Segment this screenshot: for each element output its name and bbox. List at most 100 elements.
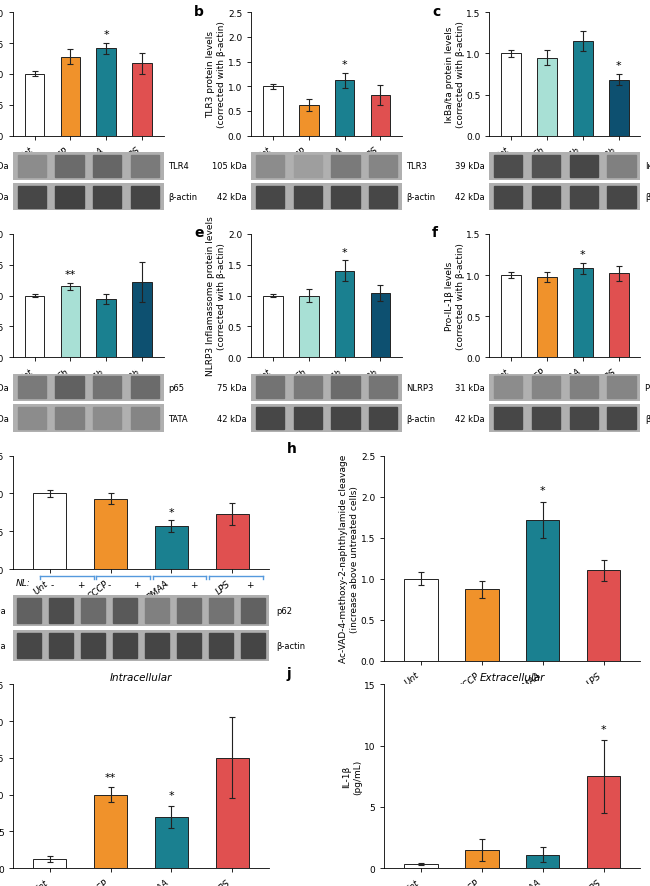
Bar (587, 571, 621, 661)
Bar (532, 156, 560, 177)
Bar (177, 598, 201, 623)
Bar (131, 156, 159, 177)
Bar (209, 633, 233, 658)
Bar (609, 81, 629, 136)
Text: e: e (194, 226, 203, 240)
Bar (60, 58, 81, 136)
Text: 42 kDa: 42 kDa (217, 193, 247, 202)
Bar (96, 49, 116, 136)
Bar (299, 106, 318, 136)
Text: +: + (133, 580, 141, 589)
Bar (93, 156, 122, 177)
Y-axis label: Ac-VAD-4-methoxy-2-naphthylamide cleavage
(increase above untreated cells): Ac-VAD-4-methoxy-2-naphthylamide cleavag… (339, 455, 359, 663)
Bar (256, 156, 284, 177)
Bar (25, 75, 44, 136)
Bar (241, 633, 265, 658)
Text: β-actin: β-actin (168, 193, 198, 202)
Bar (335, 272, 354, 358)
Bar (55, 408, 84, 430)
Bar (465, 590, 499, 661)
Bar (18, 156, 46, 177)
Bar (569, 377, 598, 399)
Bar (294, 186, 322, 208)
Bar (18, 408, 46, 430)
Bar (299, 296, 318, 358)
Bar (573, 269, 593, 358)
Bar (294, 408, 322, 430)
Bar (17, 598, 41, 623)
Bar (607, 408, 636, 430)
Text: β-actin: β-actin (277, 641, 306, 650)
Bar (332, 408, 359, 430)
Bar (155, 526, 188, 570)
Text: *: * (103, 30, 109, 40)
Text: 75 kDa: 75 kDa (217, 384, 247, 392)
Text: 39 kDa: 39 kDa (455, 162, 485, 171)
Bar (332, 186, 359, 208)
Text: h: h (287, 442, 297, 455)
Text: -: - (107, 580, 110, 589)
Bar (526, 520, 560, 661)
Text: **: ** (65, 269, 76, 280)
Bar (94, 499, 127, 570)
Bar (93, 186, 122, 208)
Bar (256, 186, 284, 208)
Bar (256, 377, 284, 399)
Text: f: f (432, 226, 438, 240)
Bar (494, 186, 523, 208)
Bar (573, 42, 593, 136)
Text: *: * (342, 60, 347, 70)
Bar (93, 408, 122, 430)
Text: TLR3: TLR3 (406, 162, 428, 171)
Y-axis label: IL-1β
(pg/mL): IL-1β (pg/mL) (342, 758, 362, 794)
Text: +: + (77, 580, 84, 589)
Text: 42 kDa: 42 kDa (455, 193, 485, 202)
Title: Intracellular: Intracellular (110, 672, 172, 682)
Bar (60, 287, 81, 358)
Text: β-actin: β-actin (406, 415, 436, 424)
Bar (607, 156, 636, 177)
Bar (537, 58, 557, 136)
Text: 42 kDa: 42 kDa (0, 641, 5, 650)
Text: p62: p62 (277, 606, 292, 615)
Bar (465, 850, 499, 868)
Bar (335, 82, 354, 136)
Bar (607, 186, 636, 208)
Bar (18, 377, 46, 399)
Bar (369, 377, 397, 399)
Text: *: * (601, 724, 606, 734)
Bar (32, 859, 66, 868)
Text: -: - (164, 580, 167, 589)
Bar (532, 408, 560, 430)
Bar (609, 274, 629, 358)
Bar (501, 54, 521, 136)
Bar (133, 65, 152, 136)
Bar (526, 855, 560, 868)
Bar (25, 296, 44, 358)
Text: NL:: NL: (16, 578, 31, 587)
Bar (256, 408, 284, 430)
Bar (209, 598, 233, 623)
Text: 42 kDa: 42 kDa (217, 415, 247, 424)
Bar (294, 156, 322, 177)
Text: c: c (432, 4, 441, 19)
Bar (369, 156, 397, 177)
Bar (131, 186, 159, 208)
Text: IκBa: IκBa (645, 162, 650, 171)
Title: Extracellular: Extracellular (480, 672, 545, 682)
Bar (94, 795, 127, 868)
Bar (369, 408, 397, 430)
Bar (81, 598, 105, 623)
Y-axis label: IκBa/ta protein levels
(corrected with β-actin): IκBa/ta protein levels (corrected with β… (445, 21, 465, 128)
Text: *: * (342, 247, 347, 258)
Bar (145, 598, 169, 623)
Bar (133, 283, 152, 358)
Bar (404, 864, 437, 868)
Bar (569, 186, 598, 208)
Text: TLR4: TLR4 (168, 162, 189, 171)
Bar (263, 87, 283, 136)
Y-axis label: NLRP3 Inflamassome protein levels
(corrected with β-actin): NLRP3 Inflamassome protein levels (corre… (206, 216, 226, 376)
Text: 95 kDa: 95 kDa (0, 162, 8, 171)
Text: 42 kDa: 42 kDa (0, 193, 8, 202)
Bar (96, 299, 116, 358)
